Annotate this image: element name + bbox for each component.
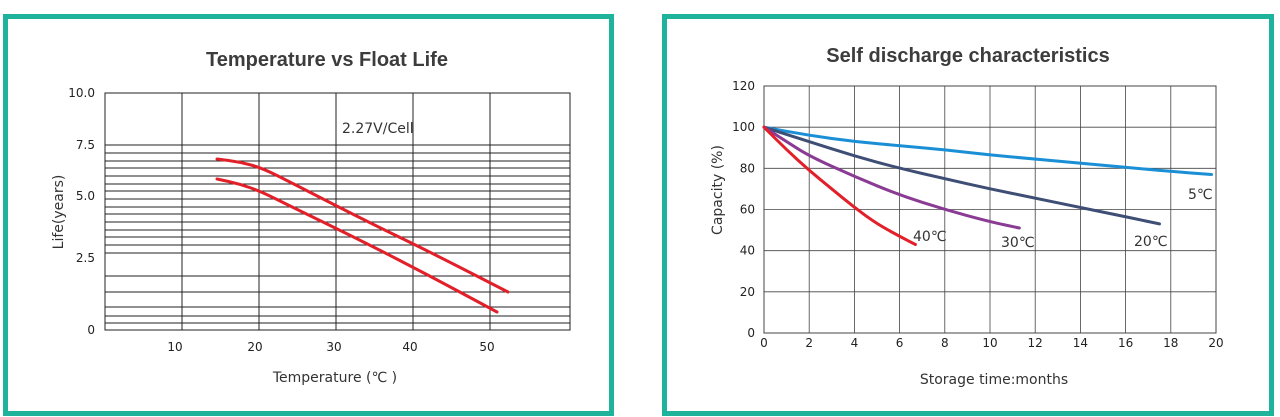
chart2-x-tick-label: 0 (760, 336, 768, 350)
chart2-y-tick-label: 40 (740, 244, 755, 258)
chart2-series-5c-line (762, 125, 1213, 176)
chart2-x-tick-label: 20 (1208, 336, 1223, 350)
chart2-x-axis-label: Storage time:months (920, 372, 1068, 388)
chart1-y-tick-label: 7.5 (76, 138, 95, 152)
chart1-y-tick-label: 5.0 (76, 189, 95, 203)
chart2-y-tick-label: 80 (740, 161, 755, 175)
chart2-x-tick-label: 8 (941, 336, 949, 350)
chart2-series-20c-line (762, 125, 1161, 226)
chart1-x-tick-label: 10 (167, 340, 182, 354)
chart1-x-tick-label: 50 (479, 340, 494, 354)
chart1-y-tick-label: 10.0 (68, 86, 95, 100)
chart2-x-tick-label: 12 (1028, 336, 1043, 350)
chart1-x-tick-label: 30 (326, 340, 341, 354)
chart2-title: Self discharge characteristics (826, 45, 1109, 67)
chart1-x-tick-label: 40 (402, 340, 417, 354)
chart2-x-tick-label: 18 (1163, 336, 1178, 350)
chart2-series-30c-line (762, 125, 1021, 230)
chart2-y-tick-label: 100 (732, 120, 755, 134)
chart2-y-axis-label: Capacity (%) (710, 145, 726, 235)
series-label-20c: 20℃ (1134, 234, 1168, 250)
series-label-40c: 40℃ (913, 229, 947, 245)
chart1-series-upper-line (215, 157, 510, 294)
chart2-x-tick-label: 14 (1073, 336, 1088, 350)
chart1-annotation: 2.27V/Cell (342, 121, 414, 137)
series-label-5c: 5℃ (1188, 187, 1213, 203)
chart1-series-lower-line (215, 177, 499, 314)
chart2-x-tick-label: 6 (896, 336, 904, 350)
chart1-title: Temperature vs Float Life (206, 49, 448, 71)
chart2-y-tick-label: 120 (732, 79, 755, 93)
chart2-y-tick-label: 20 (740, 285, 755, 299)
chart2-x-tick-label: 16 (1118, 336, 1133, 350)
chart1-y-axis-label: Life(years) (51, 175, 67, 250)
chart2-x-tick-label: 10 (982, 336, 997, 350)
chart2-x-tick-label: 4 (851, 336, 859, 350)
chart2-x-tick-label: 2 (805, 336, 813, 350)
series-label-30c: 30℃ (1001, 235, 1035, 251)
chart1-plot-frame (104, 92, 571, 331)
chart1-x-axis-label: Temperature (℃ ) (272, 370, 397, 386)
chart1-y-tick-label: 2.5 (76, 251, 95, 265)
chart2-y-tick-label: 0 (747, 326, 755, 340)
chart1-x-tick-label: 20 (247, 340, 262, 354)
chart2-series-40c-line (762, 125, 917, 246)
chart1-y-tick-label: 0 (87, 323, 95, 337)
chart2-y-tick-label: 60 (740, 203, 755, 217)
